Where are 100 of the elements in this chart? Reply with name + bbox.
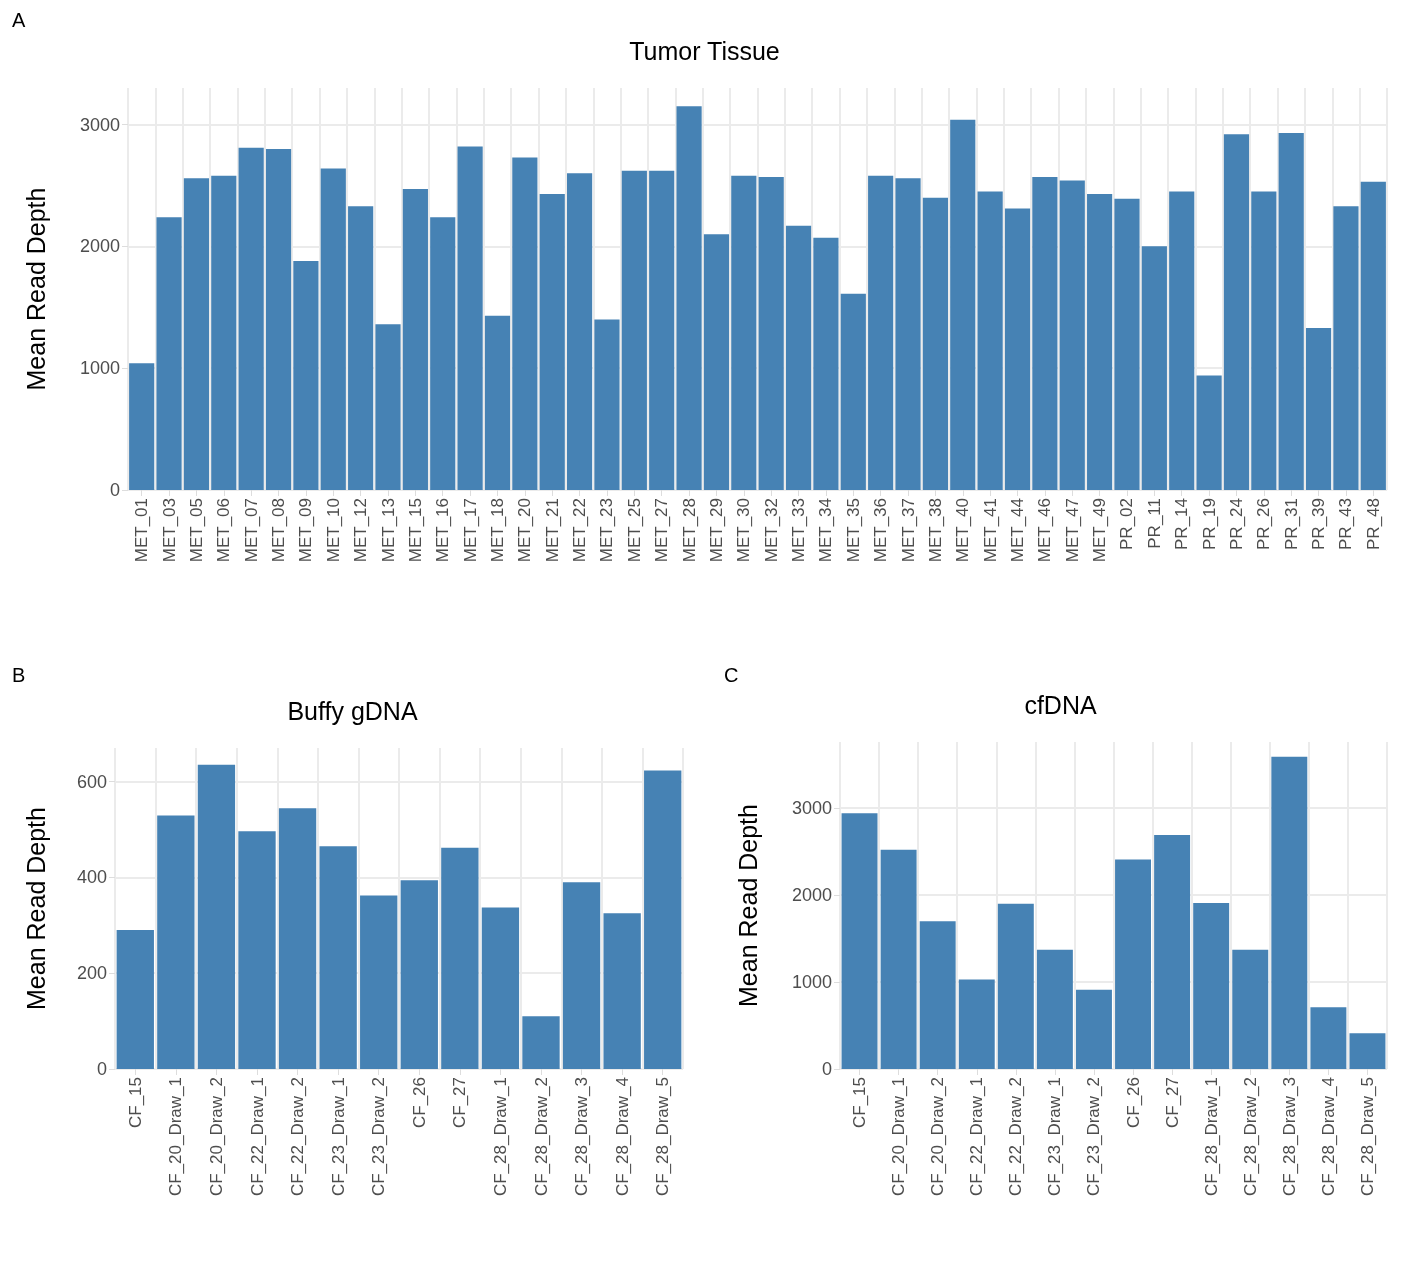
bar xyxy=(320,168,346,490)
bar xyxy=(360,895,398,1069)
bar xyxy=(116,930,154,1069)
y-axis-title: Mean Read Depth xyxy=(21,807,50,1010)
y-tick-label: 1000 xyxy=(79,358,120,379)
bar xyxy=(644,770,682,1069)
bar xyxy=(997,903,1034,1069)
text: B xyxy=(12,664,26,686)
x-tick-label: CF_28_Draw_3 xyxy=(1279,1077,1299,1197)
bar xyxy=(402,189,428,490)
x-tick-label: CF_22_Draw_1 xyxy=(247,1077,267,1197)
x-tick-label: MET_17 xyxy=(460,498,480,563)
y-tick-label: 600 xyxy=(76,771,107,792)
x-tick-label: CF_28_Draw_1 xyxy=(1201,1077,1221,1197)
bar xyxy=(481,907,520,1069)
x-tick-label: CF_28_Draw_1 xyxy=(490,1077,510,1197)
x-tick-label: MET_30 xyxy=(734,498,754,563)
x-tick-label: CF_26 xyxy=(1123,1077,1143,1129)
bar xyxy=(1075,989,1112,1069)
x-tick-label: MET_46 xyxy=(1035,498,1055,563)
x-tick-label: MET_27 xyxy=(652,498,672,563)
x-tick-label: PR_24 xyxy=(1226,498,1246,550)
bar xyxy=(676,106,702,490)
x-tick-label: MET_16 xyxy=(433,498,453,563)
bar xyxy=(1196,375,1222,490)
x-tick-label: PR_11 xyxy=(1144,498,1164,549)
bar xyxy=(919,921,956,1069)
x-tick-label: PR_02 xyxy=(1117,498,1137,550)
x-tick-label: PR_48 xyxy=(1363,498,1383,550)
bar xyxy=(758,176,784,490)
x-tick-label: CF_23_Draw_2 xyxy=(369,1077,389,1197)
bar xyxy=(484,315,511,490)
x-tick-label: CF_23_Draw_1 xyxy=(1045,1077,1065,1197)
x-tick-label: MET_38 xyxy=(925,498,945,563)
bar xyxy=(1004,208,1031,490)
bar xyxy=(156,217,182,490)
bar xyxy=(1087,193,1113,490)
x-tick-label: MET_25 xyxy=(624,498,644,563)
bar xyxy=(1114,198,1140,490)
x-tick-label: MET_08 xyxy=(269,498,289,563)
bar xyxy=(512,157,538,490)
x-tick-label: MET_06 xyxy=(214,498,234,563)
x-tick-label: MET_37 xyxy=(898,498,918,563)
x-tick-label: PR_14 xyxy=(1172,498,1192,550)
y-tick-label: 2000 xyxy=(79,236,120,257)
x-tick-label: PR_31 xyxy=(1281,498,1301,550)
bar xyxy=(1141,246,1167,490)
bar xyxy=(457,146,483,490)
bar xyxy=(211,175,237,490)
x-tick-label: CF_28_Draw_4 xyxy=(1318,1077,1338,1197)
bar xyxy=(430,217,456,490)
bar xyxy=(958,979,995,1069)
x-tick-label: CF_22_Draw_2 xyxy=(1006,1077,1026,1197)
chart-title: cfDNA xyxy=(1024,690,1097,719)
x-tick-label: CF_27 xyxy=(1162,1077,1182,1129)
bar xyxy=(1232,949,1269,1069)
x-tick-label: MET_28 xyxy=(679,498,699,563)
bar xyxy=(293,260,319,490)
x-tick-label: MET_03 xyxy=(159,498,179,563)
bar xyxy=(880,849,917,1069)
bar xyxy=(813,237,839,490)
x-tick-label: CF_15 xyxy=(125,1077,145,1129)
x-tick-label: MET_09 xyxy=(296,498,316,563)
bar xyxy=(1360,181,1386,490)
x-tick-label: MET_41 xyxy=(980,498,1000,563)
y-tick-label: 2000 xyxy=(791,885,832,906)
bar xyxy=(319,846,357,1069)
x-tick-label: MET_23 xyxy=(597,498,617,563)
x-tick-label: CF_26 xyxy=(409,1077,429,1129)
bar xyxy=(539,193,565,490)
x-tick-label: CF_20_Draw_2 xyxy=(206,1077,226,1197)
x-tick-label: PR_19 xyxy=(1199,498,1219,550)
bar xyxy=(840,293,866,490)
bar xyxy=(649,170,675,490)
bar xyxy=(841,813,878,1069)
y-tick-label: 1000 xyxy=(791,972,832,993)
bar xyxy=(621,170,647,490)
x-tick-label: CF_22_Draw_2 xyxy=(288,1077,308,1197)
x-tick-label: MET_20 xyxy=(515,498,535,563)
bar xyxy=(1036,949,1073,1069)
x-tick-label: PR_26 xyxy=(1254,498,1274,550)
y-tick-label: 0 xyxy=(109,480,120,500)
bar xyxy=(603,913,641,1069)
bar xyxy=(1193,902,1230,1069)
bar xyxy=(197,764,236,1069)
bar xyxy=(348,206,374,490)
bar xyxy=(1310,1007,1347,1069)
x-tick-label: MET_32 xyxy=(761,498,781,563)
y-tick-label: 400 xyxy=(76,867,107,888)
x-tick-label: CF_22_Draw_1 xyxy=(967,1077,987,1197)
x-tick-label: CF_20_Draw_1 xyxy=(166,1077,186,1197)
text: C xyxy=(724,664,739,686)
bar xyxy=(1169,191,1195,490)
bar xyxy=(441,847,479,1069)
x-tick-label: MET_12 xyxy=(351,498,371,563)
x-tick-label: MET_49 xyxy=(1090,498,1110,563)
y-axis-title: Mean Read Depth xyxy=(733,804,762,1007)
bar xyxy=(922,197,948,490)
x-tick-label: MET_13 xyxy=(378,498,398,563)
x-tick-label: MET_40 xyxy=(953,498,973,563)
